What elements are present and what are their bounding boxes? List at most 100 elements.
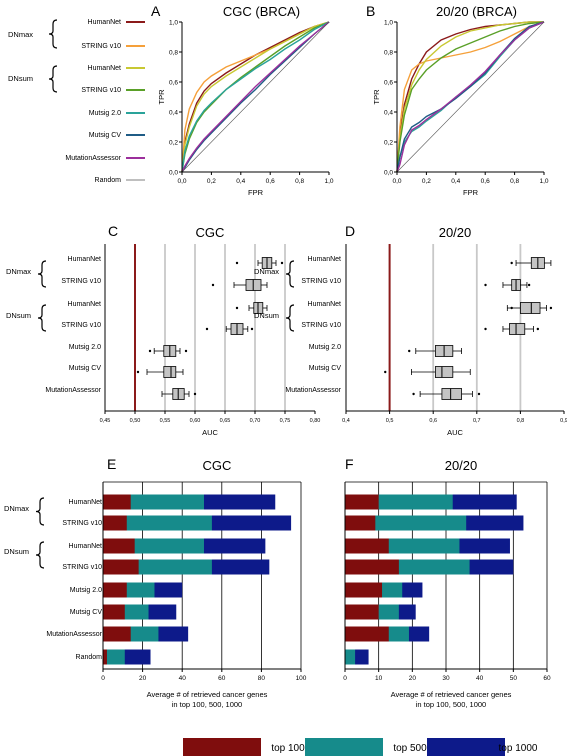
x-tick-label: 0,0	[177, 178, 186, 185]
roc-line	[181, 21, 330, 173]
row-label: Mutsig CV	[309, 365, 342, 372]
outlier-point	[510, 261, 513, 265]
row-label: MutationAssessor	[46, 631, 102, 638]
group-label-dnsum: DNsum	[8, 74, 33, 83]
box	[509, 323, 526, 335]
outlier-point	[205, 327, 209, 331]
x-tick-label: 0,9	[560, 418, 567, 424]
bar	[345, 582, 383, 598]
panel-letter: F	[345, 456, 354, 472]
group-label-dnmax: DNmax	[254, 267, 279, 276]
y-tick-label: 0,2	[169, 140, 178, 147]
group-brace-dnmax	[48, 19, 58, 49]
roc-line	[181, 21, 330, 173]
x-tick-label: 60	[543, 675, 551, 682]
x-tick-label: 0	[101, 675, 105, 682]
legend-label: top 100	[271, 743, 305, 754]
outlier-point	[250, 327, 254, 331]
row-label: Mutsig CV	[70, 609, 103, 616]
x-tick-label: 1,0	[539, 178, 548, 185]
roc-line	[181, 21, 330, 173]
row-label: HumanNet	[308, 301, 342, 308]
row-label: STRING v10	[61, 278, 101, 285]
chart-title: CGC	[203, 458, 232, 473]
outlier-point	[184, 349, 188, 353]
x-axis-label: Average # of retrieved cancer genes	[147, 690, 268, 699]
chart-title: CGC (BRCA)	[223, 4, 300, 19]
outlier-point	[193, 392, 197, 396]
x-axis-label: AUC	[202, 428, 218, 437]
legend-swatch	[427, 738, 505, 756]
legend-label: HumanNet	[88, 65, 122, 72]
x-axis-label: FPR	[248, 188, 264, 197]
bar	[345, 649, 356, 665]
legend-label: HumanNet	[88, 19, 122, 26]
x-tick-label: 0,6	[481, 178, 490, 185]
panel-letter: B	[366, 3, 375, 19]
x-axis-label: in top 100, 500, 1000	[172, 700, 242, 709]
panel-letter: A	[151, 3, 161, 19]
x-tick-label: 100	[296, 675, 307, 682]
outlier-point	[510, 306, 513, 310]
roc-line	[181, 21, 330, 173]
row-label: MutationAssessor	[285, 387, 341, 394]
box	[163, 366, 177, 378]
box	[434, 366, 454, 378]
x-axis-label: AUC	[447, 428, 463, 437]
group-brace-dnmax	[37, 260, 47, 288]
x-tick-label: 40	[179, 675, 187, 682]
x-tick-label: 0,75	[280, 418, 291, 424]
x-tick-label: 0,6	[429, 418, 437, 424]
y-axis-label: TPR	[157, 89, 166, 105]
x-tick-label: 1,0	[324, 178, 333, 185]
x-tick-label: 0,8	[295, 178, 304, 185]
legend-label: MutationAssessor	[65, 155, 121, 162]
x-tick-label: 0,60	[190, 418, 201, 424]
bar	[103, 515, 212, 531]
y-tick-label: 0,8	[169, 50, 178, 57]
legend-label: Mutsig 2.0	[89, 110, 121, 117]
x-tick-label: 0,4	[451, 178, 460, 185]
group-label-dnsum: DNsum	[6, 311, 31, 320]
bar	[103, 559, 139, 575]
row-label: STRING v10	[62, 520, 102, 527]
bar	[103, 494, 131, 510]
x-tick-label: 0,8	[510, 178, 519, 185]
panel-letter: C	[108, 223, 118, 239]
y-tick-label: 0,6	[384, 80, 393, 87]
x-tick-label: 0,70	[250, 418, 261, 424]
row-label: Random	[76, 654, 103, 661]
group-brace-dnmax	[35, 497, 45, 526]
row-label: HumanNet	[68, 256, 102, 263]
bar	[103, 604, 125, 620]
x-tick-label: 0,5	[386, 418, 394, 424]
chart-title: 20/20	[445, 458, 478, 473]
group-brace-dnsum	[285, 304, 295, 332]
x-tick-label: 0,4	[236, 178, 245, 185]
panel-letter: E	[107, 456, 116, 472]
outlier-point	[484, 283, 487, 287]
x-tick-label: 0,45	[100, 418, 111, 424]
chart-title: CGC	[196, 225, 225, 240]
bar	[103, 582, 127, 598]
group-brace-dnmax	[285, 260, 295, 288]
x-tick-label: 60	[218, 675, 226, 682]
x-axis-label: in top 100, 500, 1000	[416, 700, 486, 709]
roc-line	[396, 21, 545, 173]
roc-line	[396, 21, 545, 173]
group-label-dnmax: DNmax	[6, 267, 31, 276]
x-tick-label: 0,8	[517, 418, 525, 424]
bar	[103, 538, 135, 554]
x-tick-label: 0,2	[422, 178, 431, 185]
bar	[345, 626, 389, 642]
outlier-point	[408, 349, 411, 353]
row-label: HumanNet	[68, 301, 102, 308]
outlier-point	[211, 283, 215, 287]
x-tick-label: 20	[409, 675, 417, 682]
legend-label: top 1000	[499, 743, 538, 754]
outlier-point	[136, 370, 140, 374]
box	[520, 302, 541, 314]
x-tick-label: 0,55	[160, 418, 171, 424]
y-tick-label: 1,0	[384, 20, 393, 27]
